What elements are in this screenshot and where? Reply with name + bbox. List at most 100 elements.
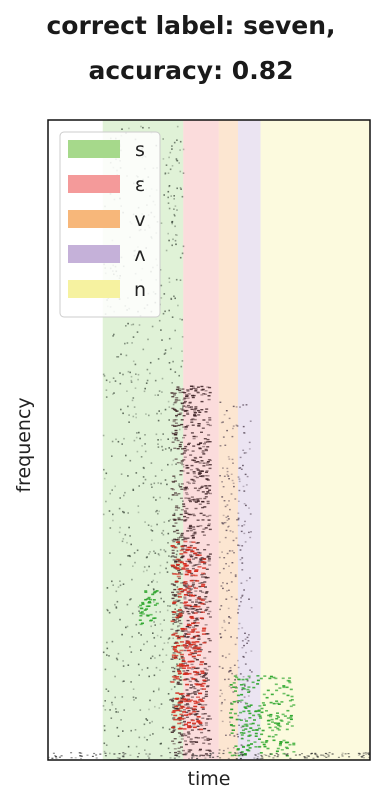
streak-speck [235,537,238,539]
energy-speck [192,724,196,726]
harmonic-speck [176,637,181,640]
harmonic-speck [232,686,236,688]
baseline-speck [254,754,257,756]
energy-speck [200,389,204,391]
energy-speck [177,636,181,638]
streak-speck [241,562,244,564]
streak-speck [220,703,223,705]
energy-speck [191,567,195,570]
harmonic-speck [200,685,205,687]
energy-speck [208,464,212,466]
noise-speck [172,707,175,709]
harmonic-speck [285,728,289,731]
streak-speck [226,470,229,473]
energy-speck [187,497,191,500]
harmonic-speck [282,692,286,695]
energy-speck [171,407,175,410]
noise-speck [154,657,156,659]
noise-speck [121,696,124,698]
noise-speck [138,736,141,739]
harmonic-speck [290,699,294,701]
noise-speck [143,390,146,393]
energy-speck [187,443,190,446]
streak-speck [232,462,234,464]
energy-speck [205,672,208,674]
energy-speck [204,704,208,706]
harmonic-speck [183,601,188,603]
energy-speck [175,630,179,632]
harmonic-speck [265,696,269,699]
harmonic-speck [289,688,293,691]
streak-speck [250,607,253,609]
streak-speck [225,410,228,412]
energy-speck [184,409,188,412]
noise-speck [178,483,180,485]
energy-speck [186,678,190,681]
energy-speck [174,581,178,584]
harmonic-speck [262,743,266,746]
energy-speck [203,736,207,738]
baseline-speck [58,756,61,758]
energy-speck [172,706,176,708]
energy-speck [199,608,203,610]
noise-speck [162,138,164,140]
streak-speck [234,574,237,576]
energy-speck [208,424,212,427]
streak-speck [230,473,233,475]
harmonic-speck [247,735,251,737]
energy-speck [203,739,207,741]
harmonic-speck [245,702,249,705]
harmonic-speck [182,602,187,604]
energy-speck [180,738,184,740]
streak-speck [230,572,232,574]
harmonic-speck [266,719,270,722]
noise-speck [156,412,158,415]
energy-speck [181,695,185,697]
harmonic-speck [252,714,256,717]
harmonic-speck [245,720,248,722]
baseline-speck [148,753,151,755]
energy-speck [175,505,179,507]
noise-speck [153,637,155,639]
streak-speck [237,628,240,630]
energy-speck [171,552,175,554]
harmonic-speck [234,745,238,747]
energy-speck [185,626,189,628]
harmonic-speck [278,744,282,747]
harmonic-speck [183,565,188,568]
harmonic-speck [250,743,253,745]
streak-speck [238,622,241,625]
streak-speck [244,632,246,634]
noise-speck [138,610,140,612]
baseline-speck [81,755,83,757]
phoneme-bands [102,120,370,760]
energy-speck [205,669,209,671]
energy-speck [179,497,183,499]
baseline-speck [254,754,257,756]
energy-speck [184,704,188,706]
energy-speck [197,635,201,638]
noise-speck [102,373,105,376]
harmonic-speck [190,660,195,663]
energy-speck [189,588,193,590]
noise-speck [134,729,137,731]
energy-speck [173,447,177,449]
energy-speck [175,529,179,532]
energy-speck [176,564,180,567]
energy-speck [181,391,185,393]
energy-speck [174,751,177,754]
harmonic-speck [181,567,186,569]
harmonic-speck [172,601,177,604]
streak-speck [218,572,221,574]
energy-speck [195,625,199,627]
noise-speck [132,696,135,699]
streak-speck [228,653,231,655]
noise-speck [138,324,141,326]
energy-speck [187,693,191,696]
energy-speck [189,454,193,456]
harmonic-speck [194,569,199,571]
baseline-speck [367,753,370,756]
harmonic-speck [183,581,188,583]
energy-speck [191,459,195,461]
streak-speck [243,696,246,698]
